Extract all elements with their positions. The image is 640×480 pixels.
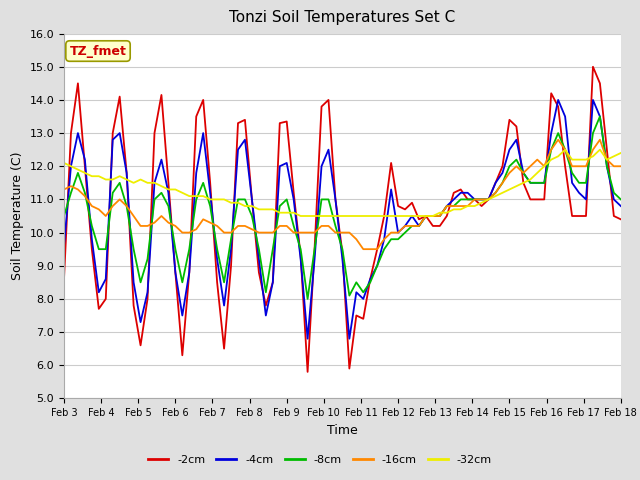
-32cm xyxy=(415,213,423,219)
X-axis label: Time: Time xyxy=(327,424,358,437)
-2cm xyxy=(373,246,381,252)
-4cm xyxy=(520,170,527,176)
-4cm xyxy=(477,196,486,202)
-32cm xyxy=(477,200,486,205)
-8cm xyxy=(373,263,381,269)
Line: -32cm: -32cm xyxy=(64,150,621,216)
-2cm xyxy=(304,369,312,375)
-16cm xyxy=(554,137,562,143)
Y-axis label: Soil Temperature (C): Soil Temperature (C) xyxy=(11,152,24,280)
Line: -4cm: -4cm xyxy=(64,100,621,339)
Line: -16cm: -16cm xyxy=(64,140,621,249)
-32cm xyxy=(520,180,527,186)
-4cm xyxy=(575,190,583,196)
Line: -2cm: -2cm xyxy=(64,67,621,372)
-32cm xyxy=(617,150,625,156)
-4cm xyxy=(415,223,423,229)
Text: TZ_fmet: TZ_fmet xyxy=(70,45,127,58)
-4cm xyxy=(554,97,562,103)
-32cm xyxy=(561,147,569,153)
Legend: -2cm, -4cm, -8cm, -16cm, -32cm: -2cm, -4cm, -8cm, -16cm, -32cm xyxy=(144,451,496,469)
-4cm xyxy=(304,336,312,342)
-16cm xyxy=(60,187,68,192)
-32cm xyxy=(575,157,583,163)
-8cm xyxy=(568,170,576,176)
-2cm xyxy=(477,203,486,209)
-8cm xyxy=(547,147,555,153)
Line: -8cm: -8cm xyxy=(64,117,621,299)
-4cm xyxy=(547,130,555,136)
-16cm xyxy=(520,170,527,176)
-4cm xyxy=(617,203,625,209)
-8cm xyxy=(596,114,604,120)
-2cm xyxy=(589,64,597,70)
-2cm xyxy=(617,216,625,222)
-8cm xyxy=(304,296,312,302)
-16cm xyxy=(575,163,583,169)
-8cm xyxy=(477,196,486,202)
-32cm xyxy=(297,213,305,219)
-16cm xyxy=(617,163,625,169)
-2cm xyxy=(547,90,555,96)
-16cm xyxy=(547,147,555,153)
-32cm xyxy=(60,160,68,166)
-8cm xyxy=(520,170,527,176)
-16cm xyxy=(415,223,423,229)
-16cm xyxy=(477,196,486,202)
-8cm xyxy=(617,196,625,202)
-4cm xyxy=(373,263,381,269)
-32cm xyxy=(373,213,381,219)
-4cm xyxy=(60,243,68,249)
-8cm xyxy=(60,213,68,219)
-16cm xyxy=(360,246,367,252)
-8cm xyxy=(415,223,423,229)
-2cm xyxy=(415,216,423,222)
-2cm xyxy=(520,180,527,186)
-2cm xyxy=(568,213,576,219)
Title: Tonzi Soil Temperatures Set C: Tonzi Soil Temperatures Set C xyxy=(229,11,456,25)
-16cm xyxy=(373,246,381,252)
-2cm xyxy=(60,276,68,282)
-32cm xyxy=(547,157,555,163)
